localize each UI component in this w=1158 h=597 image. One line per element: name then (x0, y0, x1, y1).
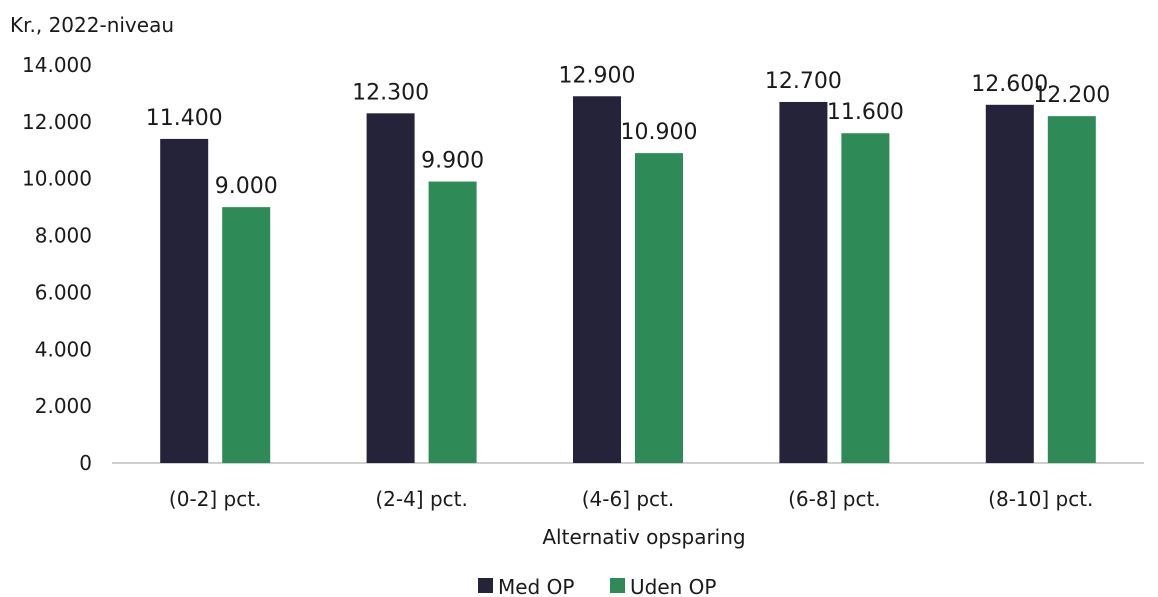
y-tick-label: 6.000 (35, 280, 92, 304)
y-tick-label: 4.000 (35, 337, 92, 361)
bar-med-op (985, 104, 1034, 464)
y-tick-label: 14.000 (22, 53, 92, 77)
legend-label: Uden OP (630, 575, 716, 597)
legend: Med OP Uden OP (478, 575, 716, 597)
data-label: 12.700 (765, 69, 842, 94)
bar-med-op (573, 96, 621, 464)
x-tick-label: (8-10] pct. (988, 487, 1093, 511)
y-tick-label: 10.000 (22, 167, 92, 191)
x-axis-title: Alternativ opsparing (542, 525, 745, 549)
y-tick-label: 0 (79, 451, 92, 475)
data-label: 10.900 (621, 120, 698, 145)
x-tick-label: (0-2] pct. (169, 487, 262, 511)
legend-swatch-med-op (478, 578, 493, 593)
y-tick-label: 8.000 (35, 224, 92, 248)
data-label: 12.600 (971, 72, 1048, 97)
data-label: 9.900 (421, 149, 484, 174)
y-tick-label: 2.000 (35, 394, 92, 418)
x-tick-label: (4-6] pct. (582, 487, 675, 511)
data-label: 11.600 (827, 100, 904, 125)
data-label: 12.200 (1033, 83, 1110, 108)
bar-uden-op (1047, 116, 1096, 464)
bar-uden-op (222, 207, 271, 463)
x-axis-ticks: (0-2] pct. (2-4] pct. (4-6] pct. (6-8] pct.… (169, 487, 1093, 511)
bar-med-op (160, 138, 209, 463)
y-axis-ticks: 0 2.000 4.000 6.000 8.000 10.000 12.000 14.000 (22, 53, 92, 475)
data-label: 12.900 (559, 63, 636, 88)
legend-swatch-uden-op (610, 578, 625, 593)
x-tick-label: (6-8] pct. (788, 487, 881, 511)
y-tick-label: 12.000 (22, 110, 92, 134)
data-label: 12.300 (352, 80, 429, 105)
bar-uden-op (428, 181, 477, 464)
bar-med-op (779, 101, 828, 463)
bar-med-op (366, 113, 415, 463)
y-axis-title: Kr., 2022-niveau (10, 13, 174, 37)
bars (160, 96, 1096, 464)
x-tick-label: (2-4] pct. (375, 487, 468, 511)
bar-uden-op (635, 153, 683, 463)
data-label: 9.000 (215, 174, 278, 199)
legend-label: Med OP (498, 575, 574, 597)
bar-uden-op (841, 133, 890, 463)
data-label: 11.400 (146, 106, 223, 131)
data-labels: 11.400 9.000 12.300 9.900 12.900 10.900 12.700… (146, 63, 1111, 199)
